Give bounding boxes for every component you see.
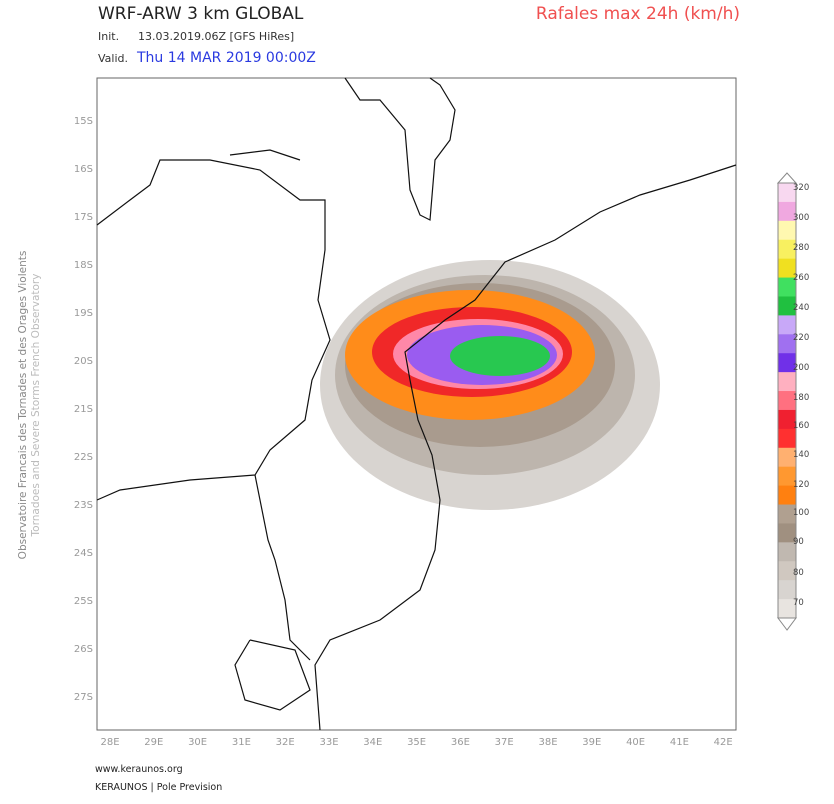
lon-label: 42E — [714, 737, 733, 748]
lat-label: 23S — [74, 500, 93, 511]
side-french: Observatoire Francais des Tornades et de… — [17, 251, 29, 560]
legend-label: 90 — [793, 537, 804, 547]
legend-label: 160 — [793, 421, 809, 431]
lat-label: 19S — [74, 308, 93, 319]
legend-swatch — [778, 183, 796, 203]
legend-swatch — [778, 296, 796, 316]
lat-label: 25S — [74, 596, 93, 607]
legend-swatch — [778, 599, 796, 619]
legend-label: 240 — [793, 303, 809, 313]
legend-swatch — [778, 391, 796, 411]
legend-label: 180 — [793, 393, 809, 403]
lat-label: 16S — [74, 164, 93, 175]
gust-field — [320, 260, 660, 510]
map — [96, 77, 737, 731]
legend-swatch — [778, 523, 796, 543]
legend-label: 140 — [793, 450, 809, 460]
legend-swatch — [778, 466, 796, 487]
lon-label: 31E — [232, 737, 251, 748]
legend-swatch — [778, 504, 796, 524]
legend-label: 100 — [793, 508, 809, 518]
lat-label: 18S — [74, 260, 93, 271]
legend-swatch — [778, 372, 796, 392]
init-date: 13.03.2019.06Z [GFS HiRes] — [138, 30, 294, 43]
legend-label: 220 — [793, 333, 809, 343]
legend-label: 320 — [793, 183, 809, 193]
lon-label: 36E — [451, 737, 470, 748]
footer-site: www.keraunos.org — [95, 764, 183, 775]
lat-label: 21S — [74, 404, 93, 415]
field-title: Rafales max 24h (km/h) — [536, 4, 740, 24]
legend-swatch — [778, 239, 796, 260]
lon-label: 32E — [276, 737, 295, 748]
legend-swatch — [778, 428, 796, 449]
lon-label: 37E — [495, 737, 514, 748]
legend-swatch — [778, 580, 796, 600]
lon-label: 35E — [407, 737, 426, 748]
legend-swatch — [778, 542, 796, 562]
legend-label: 70 — [793, 598, 804, 608]
lat-label: 15S — [74, 116, 93, 127]
legend-swatch — [778, 353, 796, 373]
footer-credit: KERAUNOS | Pole Prevision — [95, 782, 222, 793]
model-title: WRF-ARW 3 km GLOBAL — [98, 4, 304, 24]
legend-label: 200 — [793, 363, 809, 373]
legend-swatch — [778, 485, 796, 506]
legend-swatch — [778, 409, 796, 430]
lat-label: 27S — [74, 692, 93, 703]
lon-label: 41E — [670, 737, 689, 748]
legend-swatch — [778, 561, 796, 581]
legend-label: 80 — [793, 568, 804, 578]
lon-label: 34E — [363, 737, 382, 748]
legend-swatch — [778, 447, 796, 468]
lat-label: 20S — [74, 356, 93, 367]
legend-swatch — [778, 201, 796, 222]
legend-swatch — [778, 220, 796, 241]
lon-label: 38E — [538, 737, 557, 748]
lat-label: 17S — [74, 212, 93, 223]
lat-label: 26S — [74, 644, 93, 655]
legend-swatch — [778, 258, 796, 279]
lon-label: 30E — [188, 737, 207, 748]
lon-label: 40E — [626, 737, 645, 748]
legend-swatch — [778, 334, 796, 354]
lat-label: 22S — [74, 452, 93, 463]
lon-label: 39E — [582, 737, 601, 748]
valid-date: Thu 14 MAR 2019 00:00Z — [136, 50, 316, 66]
coastlines — [96, 77, 737, 731]
legend-label: 300 — [793, 213, 809, 223]
legend: 320 300 280 260 240 220 200 180 160 140 120 100 90 80… — [776, 172, 809, 631]
legend-label: 260 — [793, 273, 809, 283]
valid-label: Valid. — [98, 52, 128, 65]
lon-label: 33E — [319, 737, 338, 748]
legend-swatch — [778, 277, 796, 297]
legend-label: 120 — [793, 480, 809, 490]
legend-label: 280 — [793, 243, 809, 253]
lon-label: 28E — [100, 737, 119, 748]
init-label: Init. — [98, 30, 119, 43]
lon-label: 29E — [144, 737, 163, 748]
side-english: Tornadoes and Severe Storms French Obser… — [30, 274, 42, 538]
lat-label: 24S — [74, 548, 93, 559]
legend-swatch — [778, 315, 796, 335]
